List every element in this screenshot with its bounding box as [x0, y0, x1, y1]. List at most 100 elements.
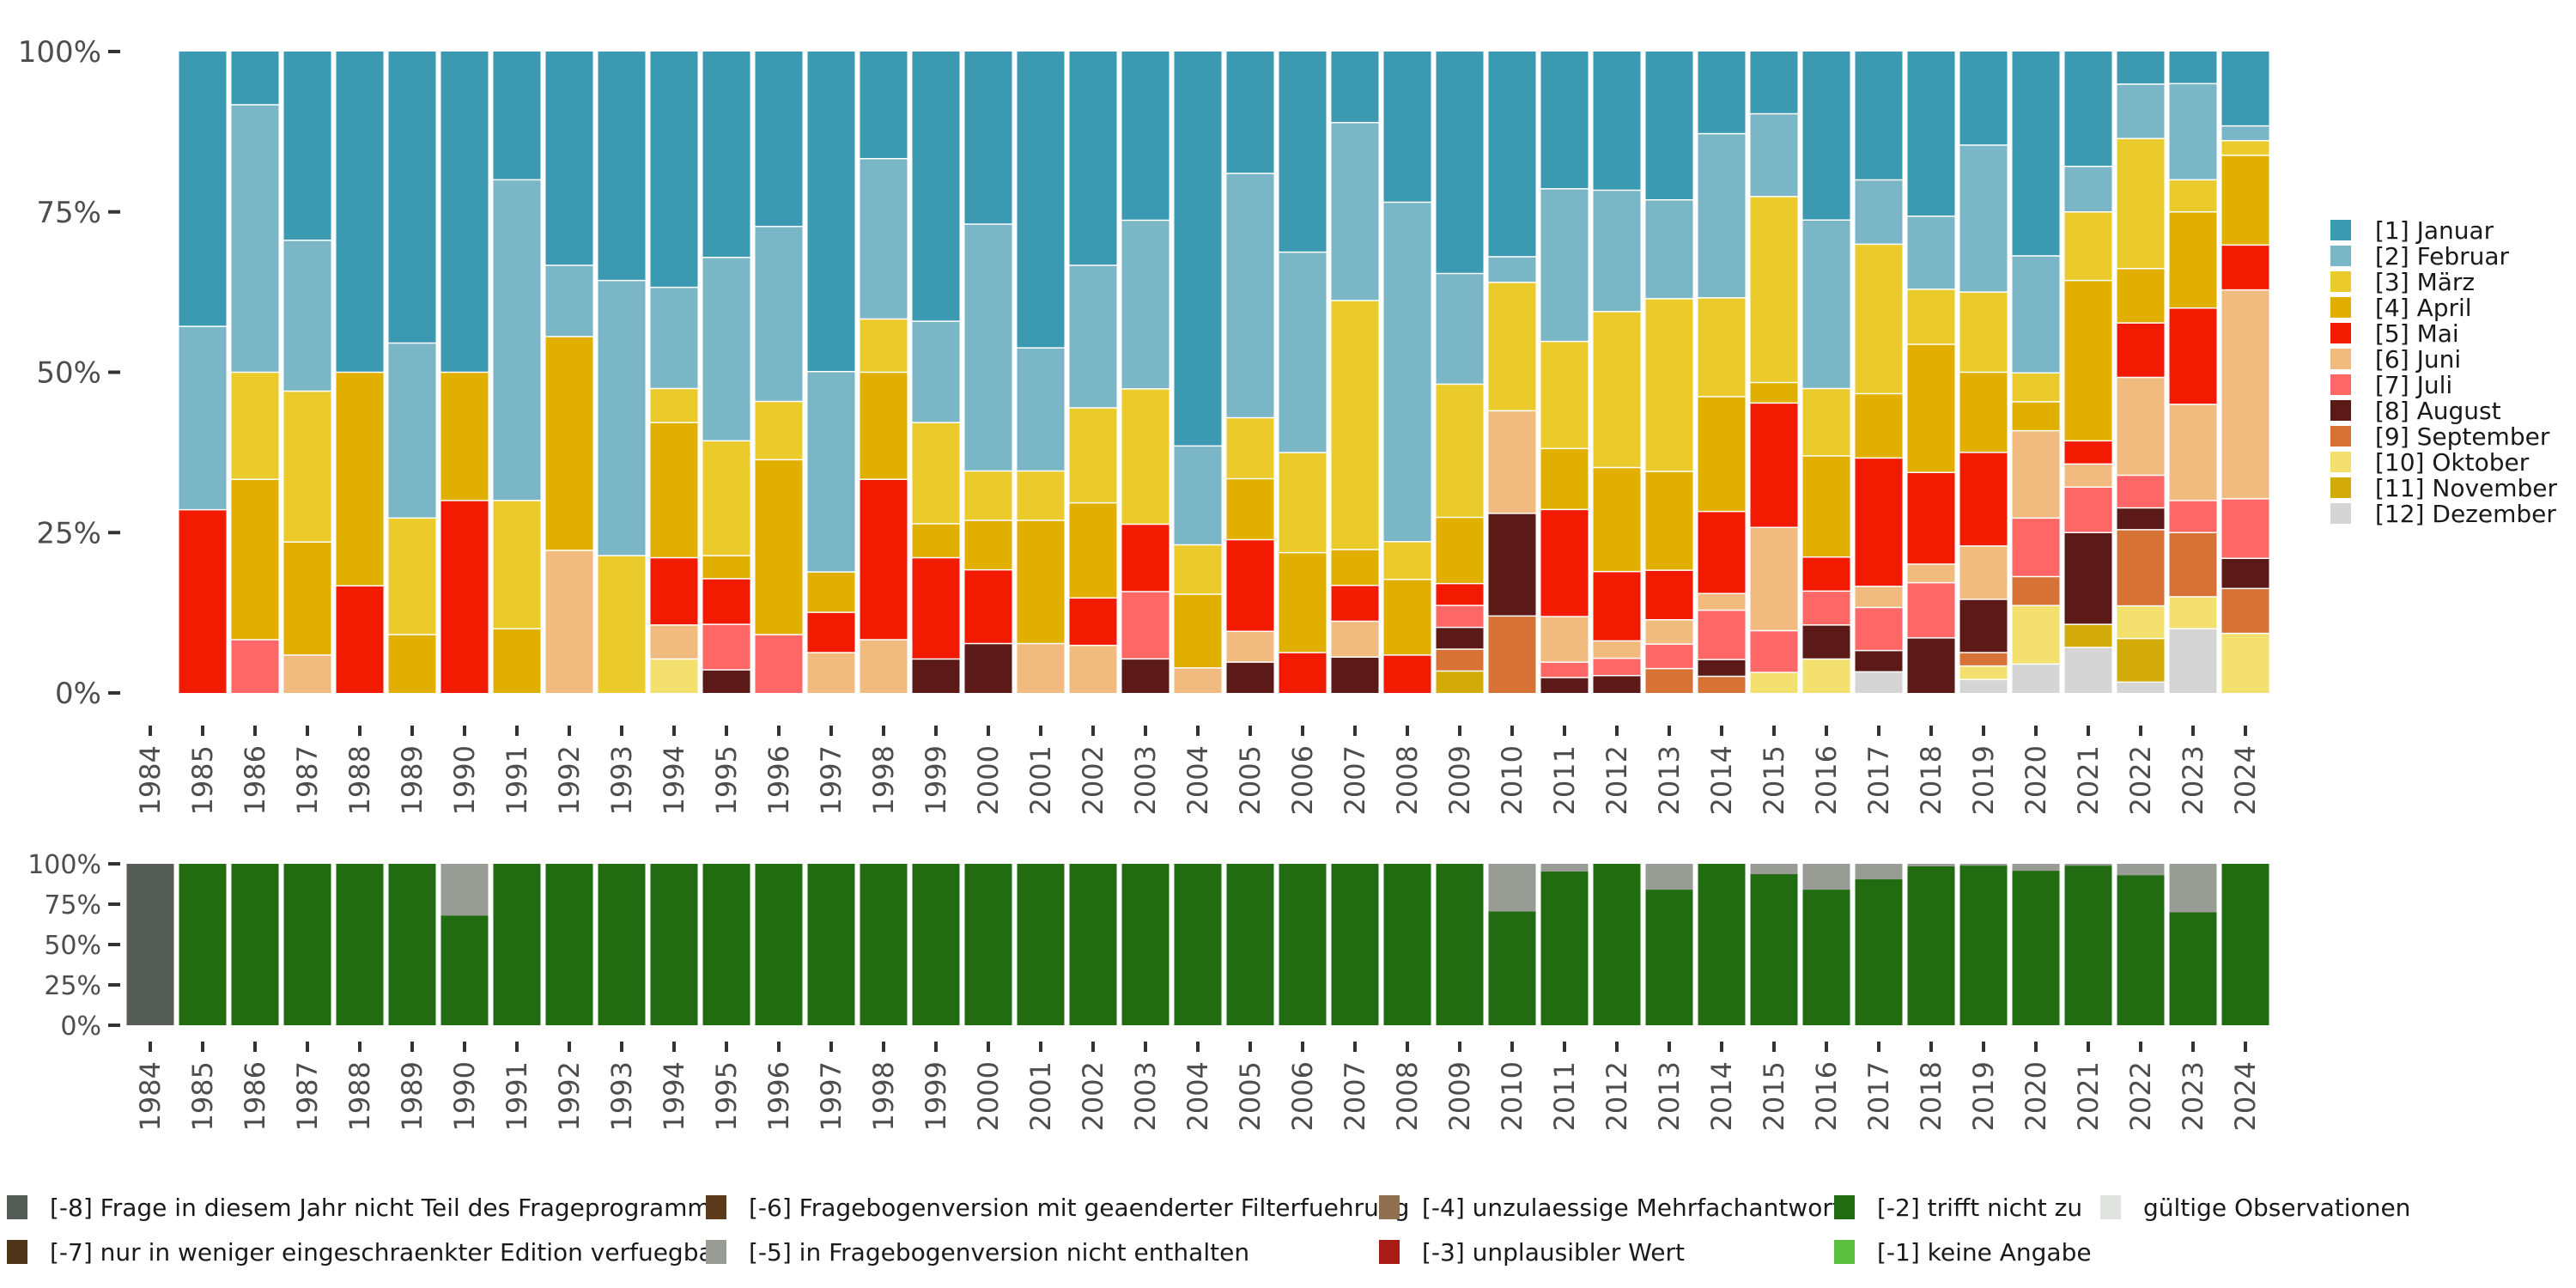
x-tick-label: 2022	[2124, 1061, 2157, 1131]
legend-label: [-2] trifft nicht zu	[1877, 1194, 2082, 1222]
bar-segment-2013-missing	[1645, 864, 1693, 890]
bar-segment-2018-missing	[1907, 866, 1955, 1025]
bar-segment-2023-month-9	[2169, 532, 2217, 597]
bar-segment-2001-month-4	[1017, 520, 1065, 644]
bar-segment-2003-month-5	[1121, 524, 1170, 592]
legend-label: [-7] nur in weniger eingeschraenkter Edi…	[50, 1238, 724, 1267]
bar-segment-1999-month-4	[912, 523, 960, 558]
bar-segment-2019-month-12	[1959, 679, 2008, 693]
bar-segment-2011-month-7	[1540, 662, 1589, 678]
bar-segment-2021-month-12	[2064, 647, 2112, 693]
x-tick-label: 2023	[2177, 745, 2209, 815]
bar-segment-2021-missing	[2064, 866, 2112, 1025]
bar-segment-2015-missing	[1750, 864, 1798, 875]
bar-segment-2015-month-4	[1750, 382, 1798, 404]
bar-segment-2014-month-2	[1698, 133, 1746, 298]
bar-segment-2018-month-6	[1907, 564, 1955, 583]
bar-segment-2016-month-2	[1802, 220, 1850, 389]
bar-segment-2023-month-6	[2169, 404, 2217, 501]
bar-segment-1992-month-2	[545, 265, 593, 337]
bar-segment-2000-month-5	[964, 569, 1012, 644]
x-tick-label: 2022	[2124, 745, 2157, 815]
bar-segment-2013-month-3	[1645, 298, 1693, 472]
x-tick-label: 2013	[1653, 745, 1686, 815]
x-tick-label: 2013	[1653, 1061, 1686, 1131]
bar-segment-2023-month-12	[2169, 629, 2217, 693]
bar-segment-1997-missing	[807, 864, 855, 1025]
bar-segment-1998-month-6	[860, 639, 908, 693]
y-tick-label: 50%	[44, 931, 101, 961]
bar-segment-1988-month-5	[336, 586, 384, 693]
bar-segment-1994-month-10	[650, 659, 698, 693]
bar-segment-2001-month-6	[1017, 643, 1065, 693]
bar-segment-1996-month-7	[755, 635, 803, 693]
bar-segment-2020-month-4	[2012, 401, 2060, 431]
legend-swatch	[2330, 297, 2351, 318]
bar-segment-2022-month-10	[2117, 605, 2165, 639]
bar-segment-2001-month-1	[1017, 52, 1065, 349]
bar-segment-1995-month-2	[702, 257, 750, 441]
legend-swatch	[2330, 246, 2351, 266]
bar-segment-1986-month-4	[231, 479, 279, 640]
x-tick-label: 1992	[553, 1061, 586, 1131]
bar-segment-2018-missing	[1907, 864, 1955, 867]
bar-segment-2016-missing	[1802, 864, 1850, 890]
x-tick-label: 2001	[1024, 745, 1057, 815]
bar-segment-2010-missing	[1488, 864, 1536, 912]
y-tick-label: 100%	[18, 35, 101, 70]
bar-segment-2002-month-6	[1069, 645, 1117, 693]
bar-segment-2016-missing	[1802, 890, 1850, 1025]
bar-segment-1997-month-1	[807, 52, 855, 372]
bar-segment-2018-month-4	[1907, 344, 1955, 473]
bar-segment-2023-month-7	[2169, 500, 2217, 533]
x-tick-label: 2016	[1810, 1061, 1843, 1131]
bar-segment-2009-month-8	[1436, 627, 1484, 650]
bar-segment-2003-missing	[1121, 864, 1170, 1025]
bar-segment-2006-month-3	[1279, 453, 1327, 553]
bar-segment-2017-month-1	[1855, 52, 1903, 180]
bar-segment-2010-missing	[1488, 911, 1536, 1025]
bar-segment-2023-month-4	[2169, 211, 2217, 308]
bar-segment-2020-month-9	[2012, 576, 2060, 606]
legend-swatch	[2330, 374, 2351, 395]
bar-segment-2017-month-8	[1855, 650, 1903, 672]
bar-segment-2014-month-6	[1698, 593, 1746, 611]
x-tick-label: 2021	[2072, 745, 2105, 815]
legend-swatch	[2100, 1195, 2121, 1219]
bar-segment-2020-month-2	[2012, 256, 2060, 374]
bar-segment-2012-month-5	[1593, 571, 1641, 641]
x-tick-label: 2000	[972, 1061, 1005, 1131]
legend-label: [-8] Frage in diesem Jahr nicht Teil des…	[50, 1194, 723, 1222]
bar-segment-2015-month-6	[1750, 527, 1798, 631]
x-tick-label: 1985	[186, 745, 219, 815]
x-tick-label: 2001	[1024, 1061, 1057, 1131]
x-tick-label: 2012	[1601, 1061, 1633, 1131]
bar-segment-2022-missing	[2117, 875, 2165, 1025]
bar-segment-2011-month-4	[1540, 448, 1589, 510]
bar-segment-1986-month-2	[231, 105, 279, 373]
x-tick-label: 2010	[1496, 745, 1528, 815]
bottom-legend-missing-codes: [-8] Frage in diesem Jahr nicht Teil des…	[7, 1194, 2410, 1267]
x-tick-label: 1986	[239, 745, 271, 815]
bar-segment-1987-month-4	[283, 542, 331, 655]
bar-segment-2000-month-1	[964, 52, 1012, 224]
x-tick-label: 1988	[343, 745, 376, 815]
bar-segment-1993-month-1	[598, 52, 646, 281]
bottom-y-axis: 0% 25% 50% 75% 100%	[27, 850, 120, 1042]
bar-segment-2015-month-7	[1750, 630, 1798, 673]
x-tick-label: 2011	[1548, 1061, 1581, 1131]
x-tick-label: 2002	[1077, 1061, 1109, 1131]
bar-segment-2018-month-2	[1907, 216, 1955, 289]
bar-segment-1998-missing	[860, 864, 908, 1025]
bar-segment-1989-month-1	[388, 52, 436, 343]
bar-segment-2019-month-1	[1959, 52, 2008, 146]
bar-segment-2019-missing	[1959, 864, 2008, 866]
bar-segment-1988-month-1	[336, 52, 384, 373]
bar-segment-2007-month-5	[1331, 585, 1379, 622]
legend-label: [4] April	[2375, 294, 2472, 322]
bar-segment-2020-month-3	[2012, 373, 2060, 402]
x-tick-label: 2019	[1967, 1061, 2000, 1131]
bar-segment-2005-month-2	[1226, 173, 1274, 418]
bar-segment-2011-month-5	[1540, 509, 1589, 617]
bar-segment-1991-month-4	[493, 629, 541, 693]
